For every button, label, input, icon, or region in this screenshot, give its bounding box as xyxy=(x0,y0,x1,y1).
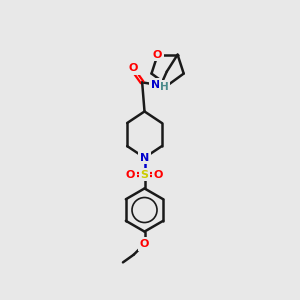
Text: O: O xyxy=(129,64,138,74)
Text: O: O xyxy=(126,169,135,180)
Text: H: H xyxy=(160,82,169,92)
Text: O: O xyxy=(140,239,149,249)
Text: O: O xyxy=(154,169,163,180)
Text: N: N xyxy=(140,153,149,163)
Text: O: O xyxy=(153,50,162,60)
Text: S: S xyxy=(140,169,148,180)
Text: N: N xyxy=(151,80,160,90)
